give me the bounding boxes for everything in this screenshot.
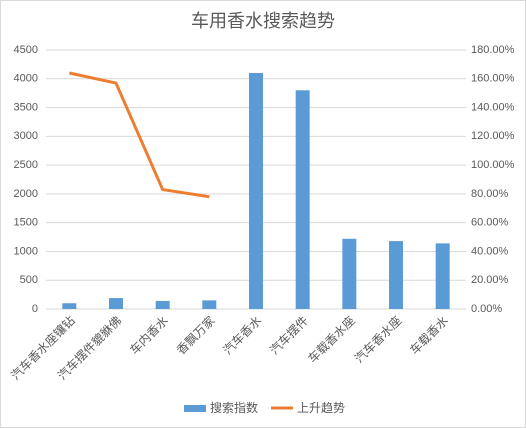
y2-tick-label: 0.00% — [471, 303, 502, 315]
legend-label: 搜索指数 — [210, 400, 258, 415]
y-tick-label: 1000 — [14, 245, 38, 257]
y2-tick-label: 140.00% — [471, 101, 515, 113]
chart-title: 车用香水搜索趋势 — [191, 11, 335, 31]
bar — [249, 73, 263, 310]
bar — [202, 300, 217, 309]
y-tick-label: 4500 — [14, 44, 38, 56]
y2-tick-label: 60.00% — [471, 217, 509, 229]
bar — [109, 298, 123, 309]
y-tick-label: 1500 — [14, 217, 38, 229]
y2-tick-label: 80.00% — [471, 188, 509, 200]
y-tick-label: 4000 — [14, 73, 38, 85]
y2-tick-label: 180.00% — [471, 44, 515, 56]
y2-tick-label: 20.00% — [471, 274, 509, 286]
y2-tick-label: 120.00% — [471, 130, 515, 142]
y-tick-label: 2500 — [14, 159, 38, 171]
bar — [295, 90, 310, 310]
y2-tick-label: 100.00% — [471, 159, 515, 171]
y-tick-label: 3000 — [14, 130, 38, 142]
legend-swatch — [184, 405, 206, 412]
bar — [342, 238, 357, 309]
y-tick-label: 500 — [20, 274, 38, 286]
y-tick-label: 2000 — [14, 188, 38, 200]
bar — [389, 241, 403, 309]
bar — [155, 300, 170, 309]
line — [69, 71, 210, 199]
bar — [435, 243, 450, 309]
bar — [62, 303, 77, 309]
y2-tick-label: 160.00% — [471, 73, 515, 85]
y-tick-label: 3500 — [14, 101, 38, 113]
y-tick-label: 0 — [32, 303, 38, 315]
y2-tick-label: 40.00% — [471, 245, 509, 257]
legend-label: 上升趋势 — [297, 401, 345, 415]
